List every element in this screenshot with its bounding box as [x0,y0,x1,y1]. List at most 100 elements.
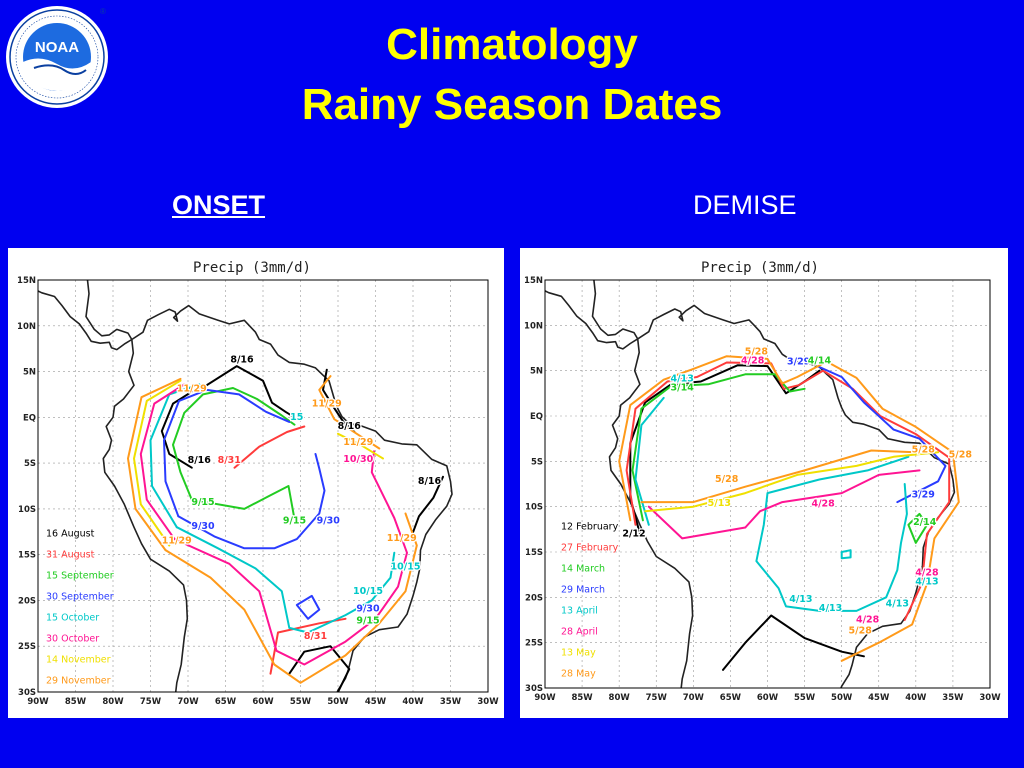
demise-y-tick-label: 5N [530,367,543,377]
onset-contour-blue [295,594,321,620]
demise-contour-label: 4/28 [915,568,939,579]
demise-x-tick-label: 65W [720,693,742,703]
demise-x-tick-label: 45W [868,693,890,703]
onset-legend-entry: 15 September [46,570,114,581]
demise-x-tick-label: 75W [646,693,668,703]
onset-x-tick-label: 85W [65,697,87,707]
onset-x-tick-label: 50W [327,697,349,707]
demise-y-tick-label: 25S [525,639,543,649]
onset-coastline [85,280,133,340]
demise-y-tick-label: 20S [525,593,543,603]
demise-legend-entry: 14 March [561,563,605,574]
onset-x-tick-label: 80W [102,697,124,707]
onset-contour-label: 11/29 [162,536,192,547]
demise-contour-cyan [755,455,910,612]
demise-contour-cyan [840,549,852,560]
onset-contour-yellow [133,379,182,547]
onset-contour-label: 10/15 [353,586,383,597]
onset-contour-blue [163,388,291,518]
onset-contour-orange [318,375,381,450]
demise-y-tick-label: 10S [525,503,543,513]
demise-contour-label: 5/28 [849,626,873,637]
demise-contour-label: 4/28 [856,615,880,626]
demise-x-tick-label: 90W [534,693,556,703]
onset-contour-cyan [149,383,201,529]
demise-contour-green [631,373,806,522]
demise-contour-label: 3/14 [671,383,695,394]
onset-contour-label: 9/15 [191,497,214,508]
demise-legend-entry: 13 May [561,647,596,658]
onset-legend-entry: 29 November [46,675,111,686]
onset-contour-label: 9/30 [191,521,215,532]
demise-contour-red [625,361,951,621]
demise-contour-label: 4/13 [886,598,909,609]
onset-y-tick-label: 5N [23,368,36,378]
onset-x-tick-label: 40W [402,697,424,707]
onset-y-tick-label: 30S [18,688,36,698]
onset-contour-label: 10/15 [391,561,421,572]
onset-contour-label: 8/16 [188,455,212,466]
onset-x-tick-label: 70W [177,697,199,707]
onset-contour-black [410,475,444,538]
demise-contour-blue [818,366,947,504]
onset-contour-label: 8/16 [418,476,442,487]
onset-chart-panel: Precip (3mm/d) 90W 85W 80W 75W 70W 65W 60W 55W 50… [8,248,504,718]
demise-contour-label: 4/14 [808,355,832,366]
demise-contour-label: 5/28 [745,346,769,357]
demise-plot-frame [544,279,991,689]
demise-contour-label: 4/13 [915,577,938,588]
demise-contour-orange [618,355,960,662]
onset-contour-green [172,387,296,501]
demise-coastline [591,280,639,340]
demise-x-tick-label: 40W [905,693,927,703]
demise-coastline [545,290,639,350]
demise-legend-entry: 28 April [561,626,598,637]
demise-y-tick-label: 15S [525,548,543,558]
onset-contour-label: 11/29 [387,533,417,544]
onset-contour-label: 11/29 [343,437,373,448]
onset-contour-label: 9/30 [356,603,380,614]
demise-legend-entry: 29 March [561,584,605,595]
demise-contour-label: 4/13 [789,594,812,605]
onset-contour-label: 9/15 [283,516,306,527]
onset-x-tick-label: 45W [365,697,387,707]
demise-x-tick-label: 55W [794,693,816,703]
onset-contour-red [233,425,306,469]
demise-heading: DEMISE [693,190,797,220]
demise-contour-label: 3/29 [787,356,810,367]
demise-x-tick-label: 80W [609,693,631,703]
onset-legend-entry: 14 November [46,654,111,665]
onset-contour-black [160,384,193,469]
demise-x-tick-label: 70W [683,693,705,703]
onset-contour-label: 10/30 [343,454,373,465]
onset-contour-black [198,365,296,419]
demise-contour-label: 2/14 [913,517,937,528]
demise-contour-label: 5/28 [949,450,973,461]
onset-contour-yellow [337,432,384,460]
demise-map: Precip (3mm/d) 90W 85W 80W 75W 70W 65W 60W 55W 50… [524,260,1001,703]
title-line-1: Climatology [386,20,638,69]
demise-y-tick-label: 15N [524,276,543,286]
demise-contour-label: 5/28 [912,444,936,455]
demise-chart-title: Precip (3mm/d) [701,260,819,276]
demise-map-layer [545,280,960,688]
noaa-logo: NOAA ® [6,6,108,108]
onset-legend-entry: 16 August [46,528,95,539]
onset-y-tick-label: 10N [17,322,36,332]
onset-y-tick-label: 15S [18,551,36,561]
demise-legend-entry: 13 April [561,605,598,616]
onset-coastline [38,290,133,351]
demise-y-tick-label: 5S [531,457,543,467]
onset-contour-label: 8/16 [338,421,362,432]
onset-legend-entry: 30 October [46,633,99,644]
onset-map: Precip (3mm/d) 90W 85W 80W 75W 70W 65W 60W 55W 50… [17,260,499,707]
demise-contour-orange [640,449,917,504]
demise-contour-black [629,364,821,535]
onset-contour-orange [164,512,418,684]
noaa-logo-text: NOAA [35,39,79,56]
onset-chart-title: Precip (3mm/d) [193,260,311,276]
onset-contour-magenta [139,383,186,541]
onset-contour-label: 11/29 [177,384,207,395]
demise-y-tick-label: 30S [525,684,543,694]
onset-x-tick-label: 65W [215,697,237,707]
